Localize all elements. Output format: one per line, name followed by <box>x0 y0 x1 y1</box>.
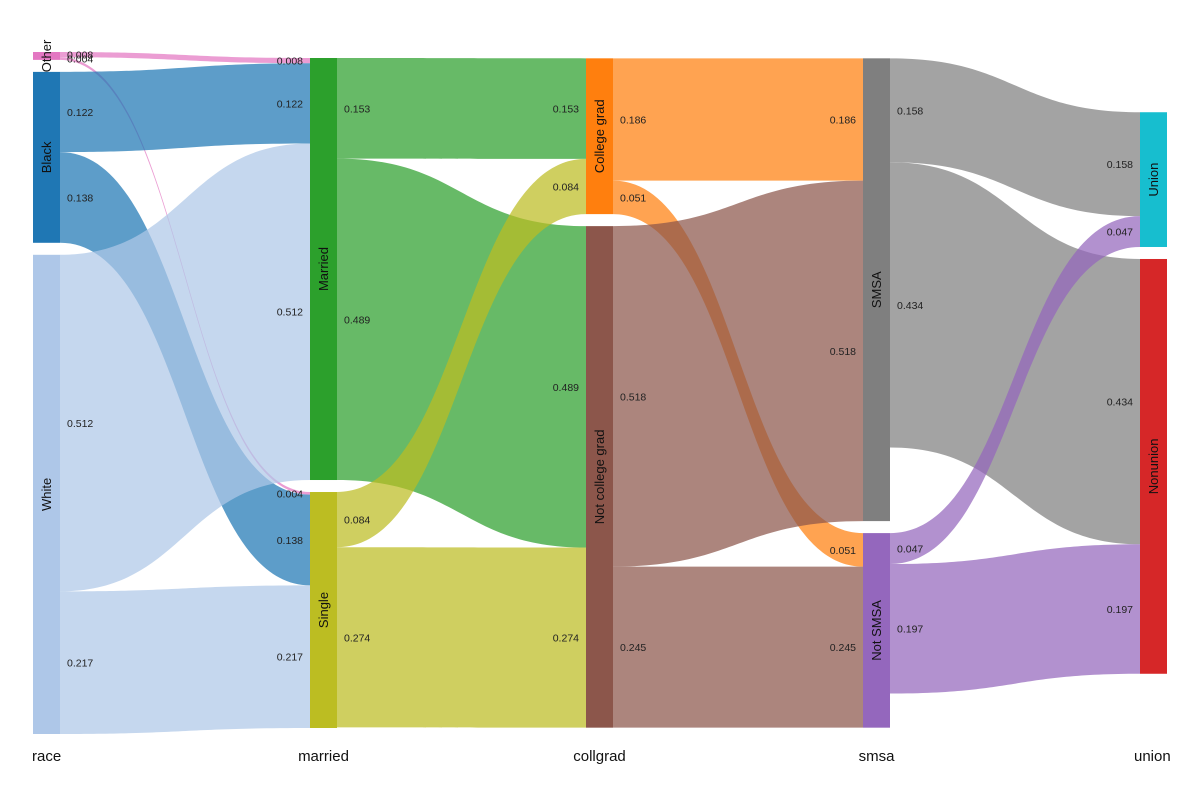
flow-single-to-college-grad <box>337 158 586 548</box>
value-label-not-college-grad-to-smsa-source: 0.518 <box>620 391 646 403</box>
stage-label-race: race <box>32 748 61 765</box>
value-label-married-to-college-grad-source: 0.153 <box>344 103 370 115</box>
flow-not-college-grad-to-smsa <box>613 180 863 567</box>
value-label-married-to-not-college-grad-target: 0.489 <box>553 382 579 394</box>
node-not-smsa <box>863 533 890 728</box>
value-label-other-to-married-target: 0.008 <box>277 56 303 68</box>
value-label-other-to-single-source: 0.004 <box>67 54 93 66</box>
node-label-college-grad: College grad <box>592 99 607 173</box>
labels-layer: 0.008 0.0080.0040.0040.1220.1220.1380.138… <box>67 50 1133 670</box>
flow-married-to-college-grad <box>337 58 586 159</box>
value-label-college-grad-to-smsa-source: 0.186 <box>620 114 646 126</box>
node-other <box>33 52 60 60</box>
value-label-married-to-college-grad-target: 0.153 <box>553 104 579 116</box>
value-label-smsa-to-nonunion-source: 0.434 <box>897 300 923 312</box>
node-label-not-college-grad: Not college grad <box>592 430 607 525</box>
flow-college-grad-to-smsa <box>613 58 863 181</box>
node-label-union: Union <box>1146 163 1161 197</box>
value-label-black-to-single-target: 0.138 <box>277 535 303 547</box>
node-label-married: Married <box>316 247 331 291</box>
stage-label-married: married <box>298 748 349 765</box>
flow-white-to-single <box>60 585 310 734</box>
value-label-married-to-not-college-grad-source: 0.489 <box>344 314 370 326</box>
node-married <box>310 58 337 481</box>
node-label-nonunion: Nonunion <box>1146 439 1161 495</box>
flow-single-to-not-college-grad <box>337 547 586 728</box>
value-label-white-to-married-target: 0.512 <box>277 307 303 319</box>
flow-not-smsa-to-nonunion <box>890 544 1140 694</box>
value-label-other-to-single-target: 0.004 <box>277 488 303 500</box>
value-label-not-college-grad-to-smsa-target: 0.518 <box>830 346 856 358</box>
value-label-smsa-to-union-source: 0.158 <box>897 105 923 117</box>
node-nonunion <box>1140 258 1167 674</box>
value-label-single-to-not-college-grad-source: 0.274 <box>344 632 370 644</box>
value-label-college-grad-to-smsa-target: 0.186 <box>830 114 856 126</box>
node-label-black: Black <box>39 141 54 173</box>
stage-label-collgrad: collgrad <box>573 748 626 765</box>
flow-black-to-married <box>60 63 310 153</box>
node-smsa <box>863 58 890 522</box>
node-single <box>310 492 337 728</box>
value-label-not-smsa-to-union-source: 0.047 <box>897 544 923 556</box>
value-label-college-grad-to-not-smsa-source: 0.051 <box>620 192 646 204</box>
flow-smsa-to-nonunion <box>890 162 1140 545</box>
value-label-single-to-college-grad-target: 0.084 <box>553 182 579 194</box>
value-label-not-smsa-to-union-target: 0.047 <box>1107 227 1133 239</box>
value-label-black-to-single-source: 0.138 <box>67 192 93 204</box>
node-college-grad <box>586 58 613 215</box>
node-label-not-smsa: Not SMSA <box>869 600 884 661</box>
value-label-not-college-grad-to-not-smsa-target: 0.245 <box>830 642 856 654</box>
node-label-other: Other <box>39 39 54 72</box>
value-label-single-to-college-grad-source: 0.084 <box>344 515 370 527</box>
value-label-single-to-not-college-grad-target: 0.274 <box>553 633 579 645</box>
value-label-smsa-to-nonunion-target: 0.434 <box>1107 397 1133 409</box>
nodes-layer: Other Black White Married Single College grad… <box>33 39 1167 735</box>
flow-smsa-to-union <box>890 58 1140 217</box>
flow-white-to-married <box>60 143 310 592</box>
flow-not-smsa-to-union <box>890 216 1140 564</box>
stage-labels-layer: race married collgrad smsa union <box>32 748 1171 765</box>
value-label-other-to-married-source: 0.008 <box>67 50 93 62</box>
value-label-white-to-single-source: 0.217 <box>67 658 93 670</box>
value-label-white-to-single-target: 0.217 <box>277 652 303 664</box>
stage-label-smsa: smsa <box>859 748 895 765</box>
value-label-not-smsa-to-nonunion-source: 0.197 <box>897 624 923 636</box>
value-label-black-to-married-target: 0.122 <box>277 98 303 110</box>
value-label-not-college-grad-to-not-smsa-source: 0.245 <box>620 642 646 654</box>
value-label-college-grad-to-not-smsa-target: 0.051 <box>830 545 856 557</box>
node-not-college-grad <box>586 226 613 728</box>
value-label-smsa-to-union-target: 0.158 <box>1107 159 1133 171</box>
node-label-smsa: SMSA <box>869 271 884 308</box>
flows-layer <box>60 52 1140 734</box>
node-label-single: Single <box>316 592 331 628</box>
node-label-white: White <box>39 478 54 511</box>
node-white <box>33 254 60 735</box>
node-union <box>1140 112 1167 247</box>
flow-other-to-married <box>60 52 310 64</box>
node-black <box>33 71 60 243</box>
value-label-not-smsa-to-nonunion-target: 0.197 <box>1107 604 1133 616</box>
value-label-black-to-married-source: 0.122 <box>67 107 93 119</box>
stage-label-union: union <box>1134 748 1171 765</box>
value-label-white-to-married-source: 0.512 <box>67 418 93 430</box>
flow-not-college-grad-to-not-smsa <box>613 566 863 728</box>
